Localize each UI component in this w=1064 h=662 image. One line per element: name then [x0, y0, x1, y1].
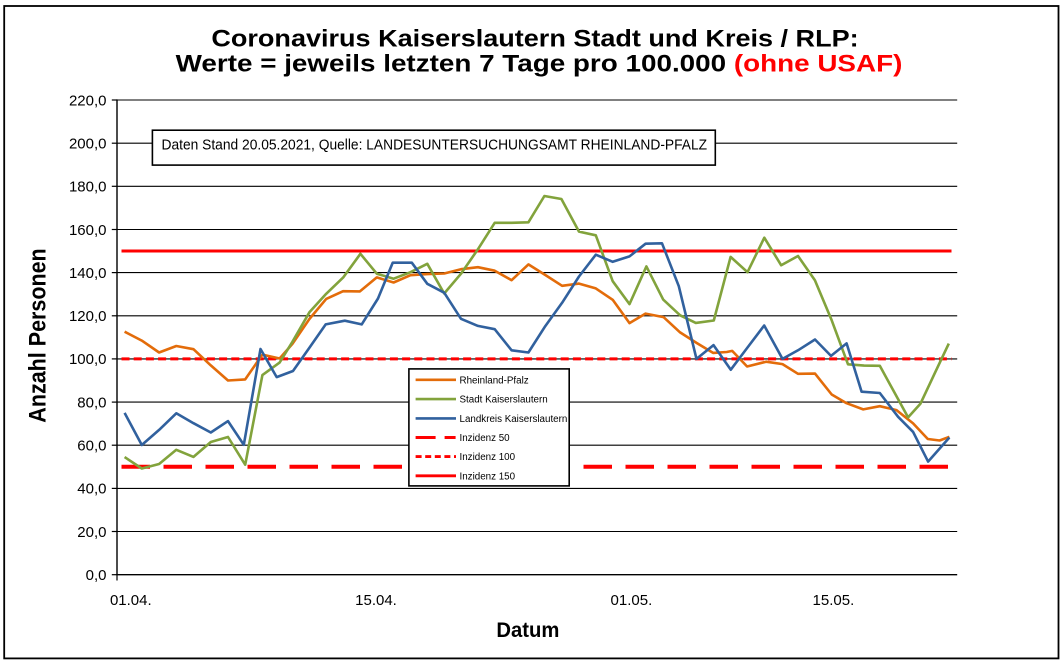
svg-text:Datum: Datum	[496, 619, 559, 642]
svg-text:Stadt Kaiserslautern: Stadt Kaiserslautern	[460, 395, 548, 406]
svg-text:Daten Stand 20.05.2021, Quelle: Daten Stand 20.05.2021, Quelle: LANDESUN…	[162, 137, 708, 154]
svg-text:15.05.: 15.05.	[813, 592, 855, 609]
svg-text:60,0: 60,0	[77, 438, 106, 455]
svg-text:200,0: 200,0	[69, 136, 107, 153]
svg-text:Anzahl Personen: Anzahl Personen	[25, 248, 51, 422]
svg-text:160,0: 160,0	[69, 222, 107, 239]
svg-text:100,0: 100,0	[69, 351, 107, 368]
svg-text:15.04.: 15.04.	[355, 592, 397, 609]
svg-text:0,0: 0,0	[86, 567, 107, 584]
svg-text:20,0: 20,0	[77, 524, 106, 541]
svg-text:01.04.: 01.04.	[110, 592, 152, 609]
svg-text:220,0: 220,0	[69, 92, 107, 109]
svg-text:Inzidenz 100: Inzidenz 100	[460, 452, 516, 463]
svg-text:80,0: 80,0	[77, 394, 106, 411]
svg-text:Landkreis Kaiserslautern: Landkreis Kaiserslautern	[460, 414, 568, 425]
svg-text:Rheinland-Pfalz: Rheinland-Pfalz	[460, 375, 529, 386]
svg-text:Inzidenz 150: Inzidenz 150	[460, 471, 516, 482]
svg-text:Coronavirus Kaiserslautern Sta: Coronavirus Kaiserslautern Stadt und Kre…	[211, 26, 858, 52]
svg-text:Werte = jeweils letzten 7 Tage: Werte = jeweils letzten 7 Tage pro 100.0…	[176, 49, 903, 77]
svg-text:180,0: 180,0	[69, 179, 107, 196]
svg-text:140,0: 140,0	[69, 265, 107, 282]
svg-text:Inzidenz 50: Inzidenz 50	[460, 433, 511, 444]
svg-text:40,0: 40,0	[77, 481, 106, 498]
svg-text:01.05.: 01.05.	[611, 592, 653, 609]
svg-text:120,0: 120,0	[69, 308, 107, 325]
